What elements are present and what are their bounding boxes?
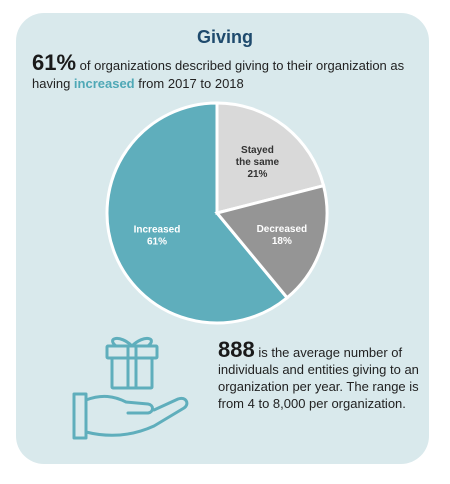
headline-text-after: from 2017 to 2018 <box>134 76 244 91</box>
pie-label-1: Stayed the same 21% <box>236 145 280 180</box>
pie-slice-2 <box>214 183 329 300</box>
page-title: Giving <box>196 27 253 47</box>
pie-slice-1 <box>215 101 326 215</box>
stat-text: is the average number of individuals and… <box>218 345 419 411</box>
headline-accent: increased <box>73 76 135 91</box>
average-stat: 888 is the average number of individuals… <box>218 339 423 412</box>
headline: 61% of organizations described giving to… <box>32 52 422 93</box>
pie-label-2: Decreased 18% <box>257 224 308 247</box>
headline-percent: 61% <box>32 50 77 75</box>
stat-number: 888 <box>218 337 255 362</box>
hand-gift-icon <box>72 337 189 440</box>
pie-slice-0 <box>105 101 290 325</box>
headline-text-before: of organizations described giving to the… <box>32 58 405 91</box>
pie-label-0: Increased 61% <box>134 225 181 248</box>
